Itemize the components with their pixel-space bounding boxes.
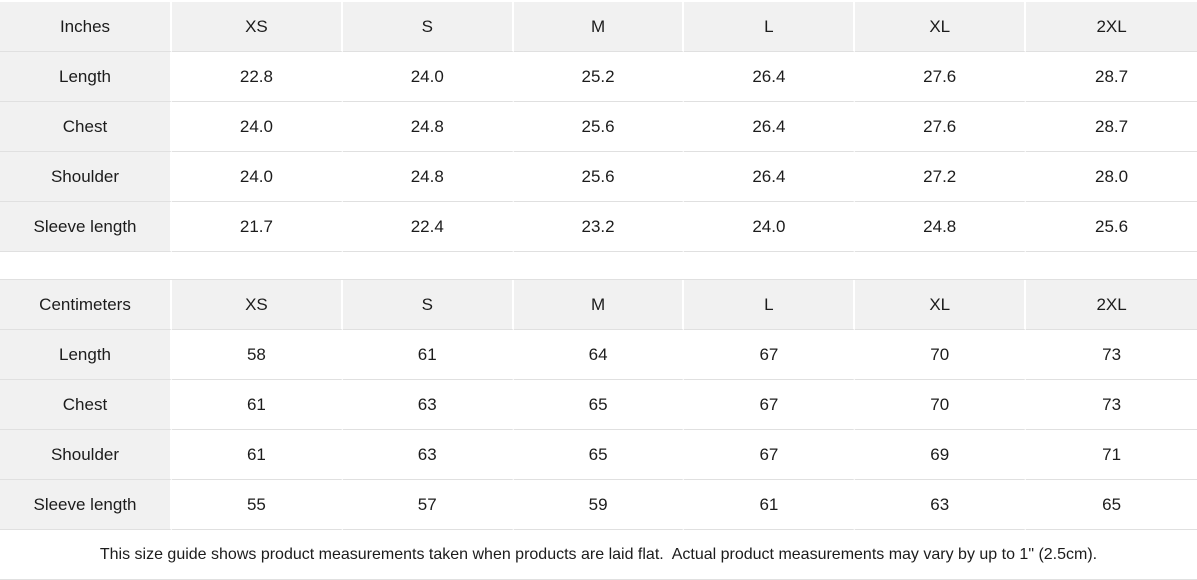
value-cell: 25.6 [1026,202,1197,252]
value-cell: 71 [1026,430,1197,480]
value-cell: 24.8 [855,202,1027,252]
measurement-row: Shoulder 61 63 65 67 69 71 [0,430,1197,480]
size-guide-footnote: This size guide shows product measuremen… [0,530,1197,580]
value-cell: 67 [684,380,856,430]
value-cell: 22.8 [172,52,343,102]
value-cell: 24.0 [684,202,856,252]
size-header-cell: XL [855,280,1027,330]
header-row: Inches XS S M L XL 2XL [0,2,1197,52]
value-cell: 24.8 [342,102,514,152]
value-cell: 59 [513,480,685,530]
measurement-row: Length 58 61 64 67 70 73 [0,330,1197,380]
row-label-cell: Shoulder [0,152,172,202]
row-label-cell: Chest [0,102,172,152]
value-cell: 25.6 [513,152,685,202]
unit-header-cell: Centimeters [0,280,172,330]
value-cell: 73 [1026,380,1197,430]
value-cell: 22.4 [342,202,514,252]
value-cell: 23.2 [513,202,685,252]
value-cell: 26.4 [684,102,856,152]
value-cell: 70 [855,330,1027,380]
value-cell: 61 [342,330,514,380]
measurement-row: Sleeve length 55 57 59 61 63 65 [0,480,1197,530]
value-cell: 21.7 [172,202,343,252]
row-label-cell: Length [0,52,172,102]
value-cell: 55 [172,480,343,530]
unit-header-cell: Inches [0,2,172,52]
measurement-row: Chest 61 63 65 67 70 73 [0,380,1197,430]
value-cell: 27.2 [855,152,1027,202]
size-header-cell: XS [172,2,343,52]
value-cell: 24.0 [172,152,343,202]
value-cell: 73 [1026,330,1197,380]
size-header-cell: L [684,280,856,330]
row-label-cell: Shoulder [0,430,172,480]
value-cell: 61 [172,380,343,430]
row-label-cell: Sleeve length [0,202,172,252]
value-cell: 61 [172,430,343,480]
value-cell: 65 [1026,480,1197,530]
value-cell: 57 [342,480,514,530]
table-divider [0,252,1197,280]
value-cell: 28.7 [1026,52,1197,102]
value-cell: 65 [513,380,685,430]
size-header-cell: S [342,2,514,52]
value-cell: 65 [513,430,685,480]
value-cell: 27.6 [855,52,1027,102]
header-row: Centimeters XS S M L XL 2XL [0,280,1197,330]
row-label-cell: Length [0,330,172,380]
measurement-row: Length 22.8 24.0 25.2 26.4 27.6 28.7 [0,52,1197,102]
value-cell: 63 [342,380,514,430]
value-cell: 61 [684,480,856,530]
measurement-row: Shoulder 24.0 24.8 25.6 26.4 27.2 28.0 [0,152,1197,202]
value-cell: 67 [684,430,856,480]
measurement-row: Chest 24.0 24.8 25.6 26.4 27.6 28.7 [0,102,1197,152]
value-cell: 28.7 [1026,102,1197,152]
value-cell: 67 [684,330,856,380]
size-header-cell: M [513,280,685,330]
value-cell: 28.0 [1026,152,1197,202]
value-cell: 70 [855,380,1027,430]
size-header-cell: 2XL [1026,280,1197,330]
size-header-cell: M [513,2,685,52]
size-header-cell: S [342,280,514,330]
value-cell: 63 [342,430,514,480]
value-cell: 26.4 [684,152,856,202]
value-cell: 58 [172,330,343,380]
value-cell: 24.0 [172,102,343,152]
row-label-cell: Chest [0,380,172,430]
value-cell: 24.8 [342,152,514,202]
value-cell: 26.4 [684,52,856,102]
size-header-cell: 2XL [1026,2,1197,52]
value-cell: 24.0 [342,52,514,102]
measurement-row: Sleeve length 21.7 22.4 23.2 24.0 24.8 25.6 [0,202,1197,252]
size-header-cell: L [684,2,856,52]
value-cell: 25.6 [513,102,685,152]
centimeters-size-table: Centimeters XS S M L XL 2XL Length 58 61 64 67 70 73 C… [0,280,1197,530]
value-cell: 64 [513,330,685,380]
value-cell: 69 [855,430,1027,480]
value-cell: 63 [855,480,1027,530]
value-cell: 27.6 [855,102,1027,152]
row-label-cell: Sleeve length [0,480,172,530]
value-cell: 25.2 [513,52,685,102]
size-header-cell: XL [855,2,1027,52]
inches-size-table: Inches XS S M L XL 2XL Length 22.8 24.0 25.2 26.4 27… [0,2,1197,252]
size-header-cell: XS [172,280,343,330]
